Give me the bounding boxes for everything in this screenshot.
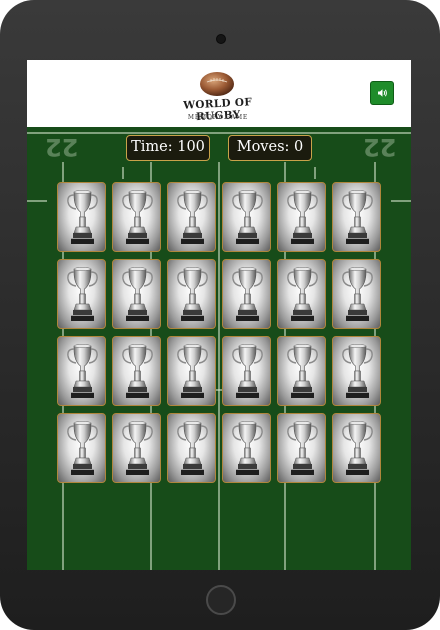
logo: WORLD OF RUGBY MEMORY GAME (165, 68, 271, 126)
trophy-icon (177, 190, 208, 244)
memory-card[interactable] (222, 182, 271, 252)
trophy-icon (287, 344, 318, 398)
trophy-icon (67, 190, 98, 244)
app-header: WORLD OF RUGBY MEMORY GAME (27, 60, 411, 127)
trophy-icon (342, 421, 373, 475)
memory-card[interactable] (277, 259, 326, 329)
trophy-icon (67, 344, 98, 398)
app-screen: WORLD OF RUGBY MEMORY GAME (27, 60, 411, 570)
memory-card[interactable] (332, 336, 381, 406)
memory-card[interactable] (277, 413, 326, 483)
memory-card[interactable] (167, 259, 216, 329)
card-grid (57, 182, 381, 486)
memory-card[interactable] (57, 259, 106, 329)
trophy-icon (232, 190, 263, 244)
trophy-icon (122, 267, 153, 321)
trophy-icon (67, 267, 98, 321)
trophy-icon (122, 344, 153, 398)
camera-icon (216, 34, 226, 44)
trophy-icon (342, 190, 373, 244)
moves-value: 0 (294, 139, 304, 155)
sound-toggle-button[interactable] (370, 81, 394, 105)
memory-card[interactable] (277, 182, 326, 252)
logo-subtitle: MEMORY GAME (187, 114, 249, 121)
memory-card[interactable] (332, 259, 381, 329)
memory-card[interactable] (57, 182, 106, 252)
trophy-icon (232, 267, 263, 321)
pitch-marking-left: 22 (45, 133, 79, 161)
home-button[interactable] (206, 585, 236, 615)
memory-card[interactable] (112, 259, 161, 329)
memory-card[interactable] (332, 413, 381, 483)
memory-card[interactable] (167, 413, 216, 483)
timer-value: 100 (177, 139, 205, 155)
trophy-icon (232, 344, 263, 398)
memory-card[interactable] (112, 413, 161, 483)
trophy-icon (177, 267, 208, 321)
timer-label: Time: (131, 139, 173, 155)
trophy-icon (342, 267, 373, 321)
trophy-icon (342, 344, 373, 398)
memory-card[interactable] (277, 336, 326, 406)
trophy-icon (287, 190, 318, 244)
rugby-ball-icon (200, 72, 234, 96)
trophy-icon (177, 344, 208, 398)
memory-card[interactable] (167, 336, 216, 406)
memory-card[interactable] (222, 413, 271, 483)
memory-card[interactable] (167, 182, 216, 252)
memory-card[interactable] (222, 336, 271, 406)
moves-counter: Moves: 0 (228, 135, 312, 161)
memory-card[interactable] (57, 336, 106, 406)
trophy-icon (287, 267, 318, 321)
memory-card[interactable] (112, 336, 161, 406)
moves-label: Moves: (236, 139, 290, 155)
timer-display: Time: 100 (126, 135, 210, 161)
trophy-icon (287, 421, 318, 475)
trophy-icon (122, 421, 153, 475)
trophy-icon (122, 190, 153, 244)
memory-card[interactable] (222, 259, 271, 329)
trophy-icon (232, 421, 263, 475)
memory-card[interactable] (57, 413, 106, 483)
memory-card[interactable] (332, 182, 381, 252)
pitch-marking-right: 22 (363, 133, 397, 161)
trophy-icon (177, 421, 208, 475)
trophy-icon (67, 421, 98, 475)
memory-card[interactable] (112, 182, 161, 252)
speaker-icon (378, 89, 387, 97)
rugby-pitch: 22 22 Time: 100 Moves: 0 (27, 127, 411, 570)
